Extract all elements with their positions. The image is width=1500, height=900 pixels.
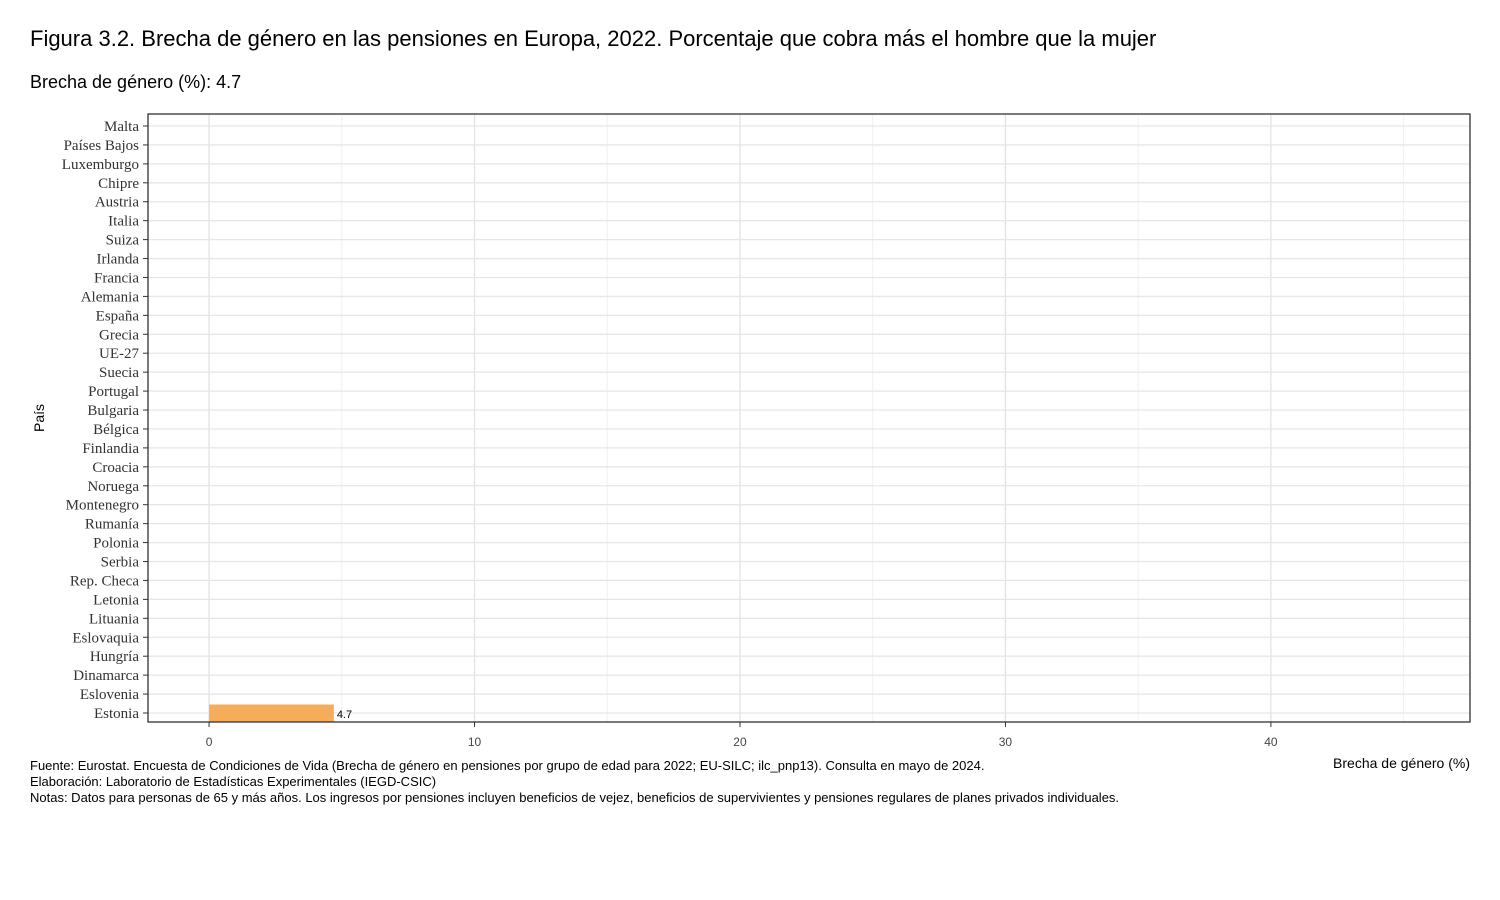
- y-tick-label: Irlanda: [97, 252, 140, 268]
- y-tick-label: Alemania: [81, 289, 140, 305]
- plot-panel: [148, 114, 1470, 722]
- y-tick-label: Letonia: [93, 592, 139, 608]
- y-tick-label: Suecia: [99, 365, 139, 381]
- x-axis-title: Brecha de género (%): [1333, 755, 1470, 771]
- y-tick-label: Estonia: [94, 706, 139, 722]
- plot-border: [147, 113, 1471, 723]
- x-tick-label: 0: [206, 735, 213, 749]
- y-tick-label: Noruega: [87, 479, 139, 495]
- y-tick-label: Chipre: [98, 176, 139, 192]
- y-tick-label: España: [96, 308, 140, 324]
- source-note: Fuente: Eurostat. Encuesta de Condicione…: [30, 758, 985, 773]
- x-tick-label: 30: [999, 735, 1013, 749]
- chart-notes: Fuente: Eurostat. Encuesta de Condicione…: [30, 758, 1119, 806]
- y-tick-label: Montenegro: [66, 498, 139, 514]
- y-tick-label: Eslovaquia: [72, 630, 139, 646]
- x-tick-label: 20: [733, 735, 747, 749]
- y-tick-label: Austria: [95, 195, 140, 211]
- y-tick-label: Eslovenia: [80, 687, 139, 703]
- y-tick-label: Rep. Checa: [70, 573, 139, 589]
- y-axis-title: País: [31, 404, 47, 432]
- y-tick-label: Finlandia: [82, 441, 139, 457]
- y-tick-label: Bulgaria: [87, 403, 139, 419]
- bar: [209, 704, 334, 722]
- y-tick-label: Grecia: [99, 327, 139, 343]
- y-tick-label: Rumanía: [85, 517, 139, 533]
- y-tick-label: Malta: [104, 119, 139, 135]
- y-tick-label: Portugal: [88, 384, 139, 400]
- data-label: 4.7: [337, 709, 352, 721]
- y-tick-label: Polonia: [93, 536, 139, 552]
- elaboration-note: Elaboración: Laboratorio de Estadísticas…: [30, 774, 437, 789]
- y-tick-label: Suiza: [106, 233, 140, 249]
- y-tick-label: Serbia: [101, 555, 140, 571]
- x-tick-label: 40: [1264, 735, 1278, 749]
- y-tick-label: Francia: [94, 270, 139, 286]
- y-tick-label: Hungría: [90, 649, 139, 665]
- y-tick-label: Dinamarca: [73, 668, 139, 684]
- y-tick-label: Croacia: [92, 460, 139, 476]
- y-tick-label: Bélgica: [93, 422, 139, 438]
- y-tick-label: Luxemburgo: [62, 157, 139, 173]
- y-tick-label: Lituania: [89, 611, 139, 627]
- y-tick-label: Países Bajos: [64, 138, 140, 154]
- chart-title: Figura 3.2. Brecha de género en las pens…: [30, 26, 1157, 51]
- data-note: Notas: Datos para personas de 65 y más a…: [30, 790, 1120, 805]
- chart-subtitle: Brecha de género (%): 4.7: [30, 72, 242, 92]
- y-tick-label: UE-27: [99, 346, 139, 362]
- x-tick-label: 10: [468, 735, 482, 749]
- y-tick-label: Italia: [108, 214, 139, 230]
